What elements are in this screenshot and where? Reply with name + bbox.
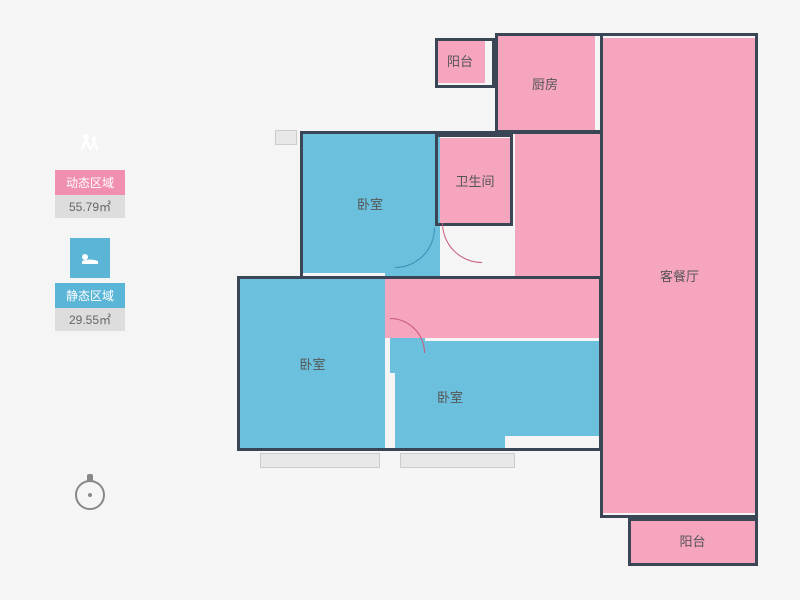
legend-static-value: 29.55㎡ [55, 308, 125, 331]
legend-static: 静态区域 29.55㎡ [55, 238, 125, 331]
legend: 动态区域 55.79㎡ 静态区域 29.55㎡ [55, 125, 125, 351]
wall-outline [237, 276, 602, 451]
legend-dynamic-title: 动态区域 [55, 170, 125, 195]
balcony-floor [275, 130, 297, 145]
floorplan: 阳台厨房卫生间客餐厅阳台卧室卧室卧室 [240, 28, 760, 568]
legend-static-title: 静态区域 [55, 283, 125, 308]
legend-dynamic: 动态区域 55.79㎡ [55, 125, 125, 218]
legend-dynamic-value: 55.79㎡ [55, 195, 125, 218]
wall-outline [435, 38, 495, 88]
balcony-floor [400, 453, 515, 468]
wall-outline [628, 518, 758, 566]
balcony-floor [260, 453, 380, 468]
sleeping-person-icon [70, 238, 110, 278]
compass-icon [75, 480, 105, 510]
wall-outline [435, 134, 513, 226]
wall-outline [600, 33, 758, 518]
wall-outline [495, 33, 603, 133]
active-people-icon [70, 125, 110, 165]
